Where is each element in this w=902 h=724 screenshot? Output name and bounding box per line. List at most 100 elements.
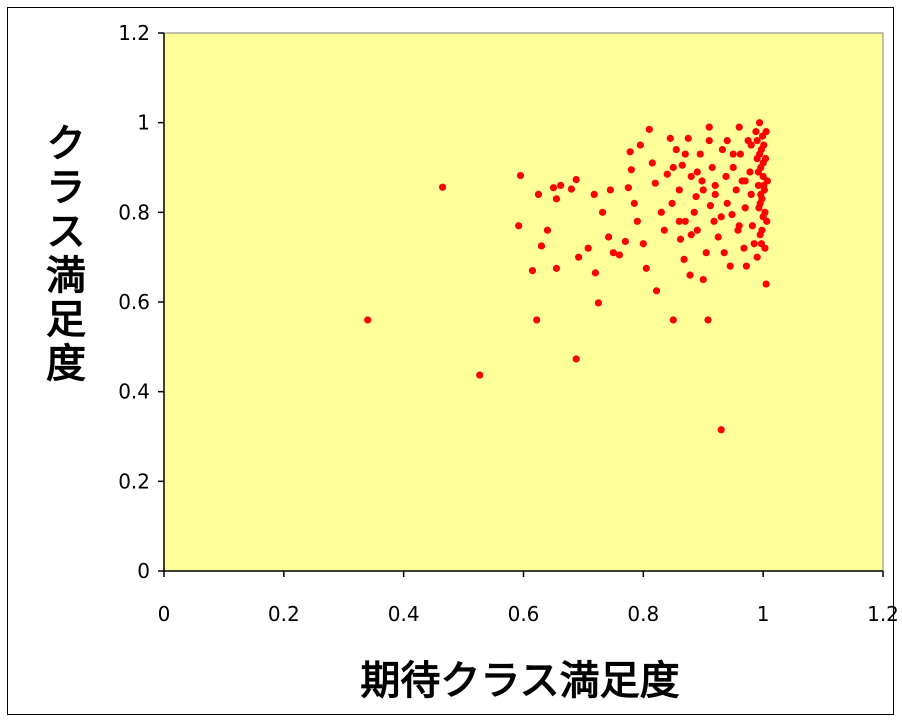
- data-point: [741, 204, 749, 212]
- data-point: [690, 208, 698, 216]
- data-point: [756, 199, 764, 207]
- data-point: [711, 181, 719, 190]
- data-point: [729, 163, 737, 172]
- data-point: [669, 163, 677, 172]
- data-point: [692, 193, 700, 201]
- data-point: [717, 426, 725, 434]
- data-point: [732, 186, 740, 194]
- data-point: [615, 251, 623, 259]
- data-point: [686, 271, 694, 279]
- data-point: [572, 355, 580, 363]
- data-point: [668, 199, 676, 207]
- data-point: [687, 172, 695, 181]
- data-point: [754, 181, 762, 190]
- data-point: [747, 141, 755, 149]
- data-point: [748, 222, 756, 230]
- data-point: [627, 166, 635, 174]
- data-point: [740, 244, 748, 252]
- data-point: [757, 190, 765, 198]
- data-point: [590, 190, 598, 198]
- data-point: [702, 249, 710, 257]
- data-point: [639, 240, 647, 248]
- data-point: [757, 240, 765, 248]
- data-point: [763, 217, 771, 225]
- data-point: [543, 226, 552, 234]
- data-point: [735, 222, 743, 230]
- data-point: [760, 181, 768, 190]
- x-tick-label: 1.2: [867, 602, 899, 626]
- data-point: [364, 316, 372, 324]
- data-point: [708, 163, 716, 172]
- data-point: [747, 190, 755, 198]
- data-point: [761, 208, 769, 216]
- data-point: [753, 253, 761, 261]
- data-point: [584, 244, 592, 252]
- data-point: [693, 168, 701, 176]
- data-point: [722, 172, 730, 181]
- data-point: [439, 183, 447, 191]
- data-point: [696, 150, 704, 158]
- x-tick-label: 0: [158, 602, 171, 626]
- data-point: [528, 267, 537, 275]
- data-point: [714, 233, 722, 241]
- data-point: [604, 233, 613, 241]
- data-point: [704, 316, 712, 324]
- x-tick-label: 0.2: [268, 602, 300, 626]
- data-point: [672, 145, 680, 154]
- data-point: [630, 199, 638, 207]
- data-point: [753, 137, 761, 145]
- data-point: [755, 150, 764, 158]
- data-point: [723, 199, 731, 207]
- data-point: [666, 134, 674, 142]
- data-point: [567, 185, 576, 193]
- data-point: [680, 255, 688, 264]
- data-point: [633, 217, 641, 225]
- data-point: [699, 186, 707, 194]
- data-point: [476, 371, 484, 379]
- data-point: [759, 159, 767, 167]
- data-point: [621, 237, 629, 246]
- data-point: [698, 177, 706, 185]
- data-point: [706, 202, 715, 210]
- data-point: [741, 177, 749, 185]
- data-points: [364, 119, 771, 434]
- data-point: [533, 316, 541, 324]
- y-tick-label: 0: [137, 559, 150, 583]
- data-point: [752, 128, 760, 136]
- data-point: [742, 262, 750, 270]
- data-point: [758, 226, 766, 234]
- data-point: [663, 170, 671, 178]
- data-point: [515, 222, 523, 230]
- data-point: [717, 213, 725, 221]
- data-point: [651, 179, 659, 187]
- data-point: [636, 141, 644, 149]
- data-point: [699, 275, 707, 284]
- data-point: [575, 253, 583, 261]
- data-point: [669, 316, 677, 324]
- data-point: [687, 231, 695, 239]
- data-point: [676, 235, 685, 243]
- x-tick-label: 0.6: [508, 602, 540, 626]
- data-point: [609, 249, 617, 257]
- data-point: [678, 161, 686, 169]
- data-point: [652, 287, 661, 295]
- data-point: [754, 168, 762, 176]
- x-tick-label: 1: [757, 602, 770, 626]
- data-point: [760, 141, 768, 149]
- data-point: [549, 184, 558, 192]
- data-point: [624, 184, 632, 192]
- data-point: [537, 242, 546, 250]
- x-axis-label: 期待クラス満足度: [360, 658, 680, 704]
- data-point: [711, 190, 719, 198]
- data-point: [681, 217, 689, 225]
- data-point: [648, 159, 656, 167]
- data-point: [762, 280, 770, 288]
- data-point: [750, 240, 758, 248]
- data-point: [720, 249, 728, 257]
- data-point: [735, 123, 743, 131]
- data-point: [681, 150, 689, 158]
- data-point: [642, 264, 650, 272]
- y-tick-label: 0.8: [118, 200, 150, 224]
- data-point: [705, 137, 713, 145]
